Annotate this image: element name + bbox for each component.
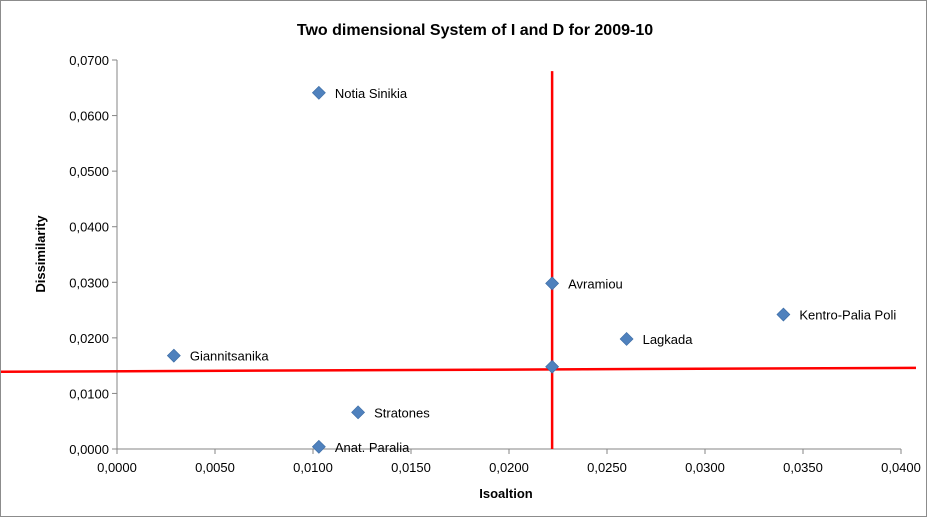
chart-title: Two dimensional System of I and D for 20… <box>297 22 653 39</box>
x-tick-label: 0,0350 <box>783 460 823 475</box>
y-tick-label: 0,0600 <box>69 109 109 124</box>
data-point-marker <box>352 406 365 419</box>
data-point-marker <box>312 440 325 453</box>
x-tick-label: 0,0150 <box>391 460 431 475</box>
plot-area: 0,0000 0,0100 0,0200 0,0300 0,0400 0,0500 0,06… <box>1 53 921 475</box>
x-tick-label: 0,0100 <box>293 460 333 475</box>
data-point-label: Lagkada <box>643 332 694 347</box>
data-point-label: Kentro-Palia Poli <box>799 308 896 323</box>
data-point-marker <box>546 277 559 290</box>
data-point-label: Giannitsanika <box>190 349 270 364</box>
data-point-marker <box>312 86 325 99</box>
data-point-label: Avramiou <box>568 276 623 291</box>
x-tick-label: 0,0400 <box>881 460 921 475</box>
data-point-marker <box>620 332 633 345</box>
y-tick-label: 0,0700 <box>69 53 109 68</box>
data-point-label: Anat. Paralia <box>335 440 410 455</box>
y-tick-label: 0,0300 <box>69 275 109 290</box>
x-axis-label: Isoaltion <box>479 486 533 501</box>
y-axis-label: Dissimilarity <box>33 215 48 293</box>
y-tick-label: 0,0000 <box>69 442 109 457</box>
horizontal-reference-line <box>1 368 916 372</box>
data-point-marker <box>777 308 790 321</box>
x-tick-label: 0,0050 <box>195 460 235 475</box>
x-tick-label: 0,0250 <box>587 460 627 475</box>
y-tick-label: 0,0500 <box>69 164 109 179</box>
data-point-marker <box>546 360 559 373</box>
data-point-label: Stratones <box>374 405 430 420</box>
y-tick-label: 0,0400 <box>69 220 109 235</box>
data-point-label: Notia Sinikia <box>335 86 408 101</box>
x-tick-label: 0,0000 <box>97 460 137 475</box>
y-tick-label: 0,0200 <box>69 331 109 346</box>
data-point-marker <box>167 349 180 362</box>
x-tick-label: 0,0300 <box>685 460 725 475</box>
x-tick-label: 0,0200 <box>489 460 529 475</box>
y-tick-label: 0,0100 <box>69 386 109 401</box>
